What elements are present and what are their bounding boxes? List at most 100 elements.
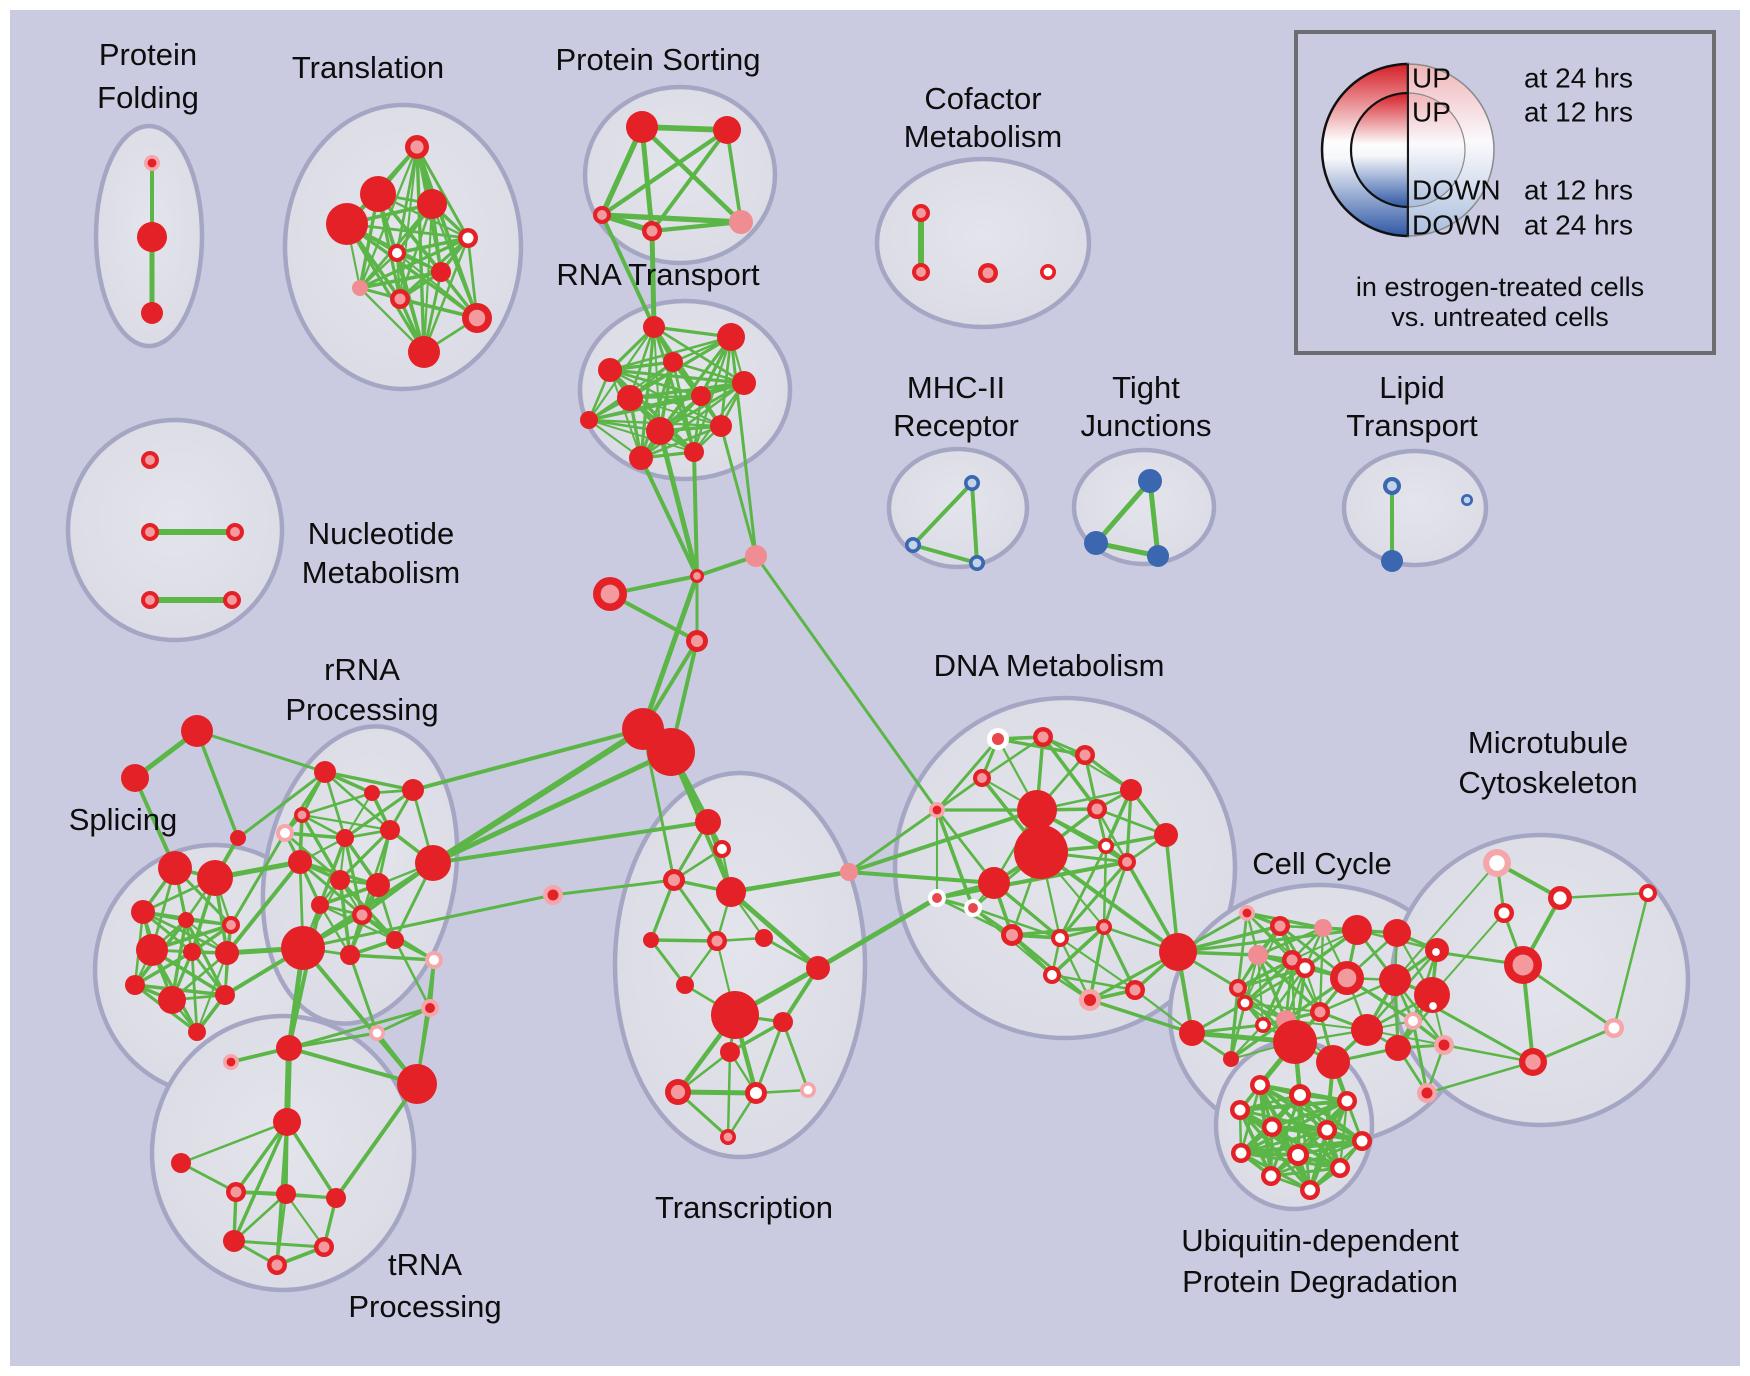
cluster-label-nucleotide-metabolism-line0: Nucleotide [308,516,454,551]
node-rr13-red [281,926,325,970]
node-sl9-red [158,986,186,1014]
edge [657,428,700,579]
node-dn7-red [1017,790,1057,830]
edge [1236,911,1249,990]
node-rr7-red [415,845,451,881]
node-tl7-pink [352,280,368,296]
node-core-cc1 [1274,920,1286,932]
edge [300,813,392,832]
edge [754,554,939,812]
cluster-label-cofactor-metabolism-line0: Cofactor [924,81,1041,116]
node-tl3-red [326,203,368,245]
edge [609,369,642,459]
edge [358,236,470,290]
edge [232,1239,326,1249]
edge [629,397,722,427]
edge [232,1120,289,1243]
node-core-mt5 [1429,1002,1437,1010]
node-cc20-red [1385,1035,1411,1061]
edge [728,869,852,895]
node-core-cc14 [1258,1020,1268,1030]
node-ps0-red [626,111,658,143]
edge [430,726,646,866]
node-tr5-red [276,1184,296,1204]
node-core-ub10 [1334,1162,1346,1174]
node-rr0-red [314,761,336,783]
edge [671,360,746,385]
node-core-cc13 [1240,998,1250,1008]
node-core-dn16 [1099,922,1109,932]
node-tr3-red [171,1153,191,1173]
node-core-tl9 [468,309,486,327]
edge [551,878,676,897]
legend-caption-line1: in estrogen-treated cells [1356,272,1644,302]
edge [179,1120,289,1165]
cluster-label-cell-cycle-line0: Cell Cycle [1252,846,1392,881]
node-core-tx14 [803,1085,813,1095]
legend-border [1294,30,1716,355]
edge [815,895,940,971]
edge [348,953,379,1035]
node-sl0-red [158,851,192,885]
node-rr14-red [340,945,360,965]
node-rr1-red [364,785,380,801]
edge [1558,891,1650,900]
node-rr19-red [397,1064,437,1104]
node-core-mt8 [1643,888,1653,898]
node-ps4-pink [729,210,753,234]
node-core-dn12 [1122,857,1132,867]
node-core-dn15 [1055,933,1065,943]
node-tl2-red [417,189,447,219]
edge [358,145,419,290]
cluster-ellipse-tight-junctions [1071,447,1217,567]
edge [1243,1001,1322,1014]
edge [415,145,479,320]
node-core-tl8 [394,293,406,305]
edge [287,1046,419,1086]
node-sl7-red [215,941,239,965]
edge [1095,807,1129,864]
node-core-rr17 [425,1003,435,1013]
edge [781,1020,810,1092]
node-cc10-red [1379,964,1411,996]
node-core-tx1 [717,844,727,854]
edge [649,938,719,943]
node-core-nu1 [145,527,155,537]
node-core-cf1 [916,267,926,277]
node-rt11-red [684,442,704,462]
edge [1229,1001,1247,1061]
node-core-cf0 [916,208,926,218]
node-core-tx5 [711,935,723,947]
edge [935,776,984,812]
node-bg0-pink [840,863,858,881]
legend-row-time-3: at 24 hrs [1524,209,1633,240]
node-core-nu2 [230,527,240,537]
node-core-br1 [693,572,701,580]
edge [283,831,347,840]
edge [229,831,287,927]
node-rr9-red [330,870,350,890]
cluster-label-dna-metabolism-line0: DNA Metabolism [934,648,1165,683]
node-core-sl4 [226,920,236,930]
node-core-cc23 [1438,1039,1450,1051]
node-sl1-red [197,860,233,896]
node-core-mt2 [1498,907,1510,919]
edge [1236,966,1307,990]
edge [348,953,436,962]
node-tx6-red [755,929,773,947]
node-rt2-red [598,358,622,382]
edge [1088,925,1106,1002]
edge [1269,1099,1349,1178]
node-core-tx12 [670,1084,686,1100]
node-dn5-red [1120,779,1142,801]
edge [431,820,710,865]
edge [1261,966,1307,1027]
edge [184,918,227,997]
edge [911,543,979,565]
edge [1431,912,1505,996]
node-core-tr4 [230,1186,242,1198]
node-core-tx2 [667,873,681,887]
node-core-ub0 [1254,1079,1266,1091]
edge [1093,478,1153,546]
cluster-ellipse-lipid-transport [1341,448,1489,568]
